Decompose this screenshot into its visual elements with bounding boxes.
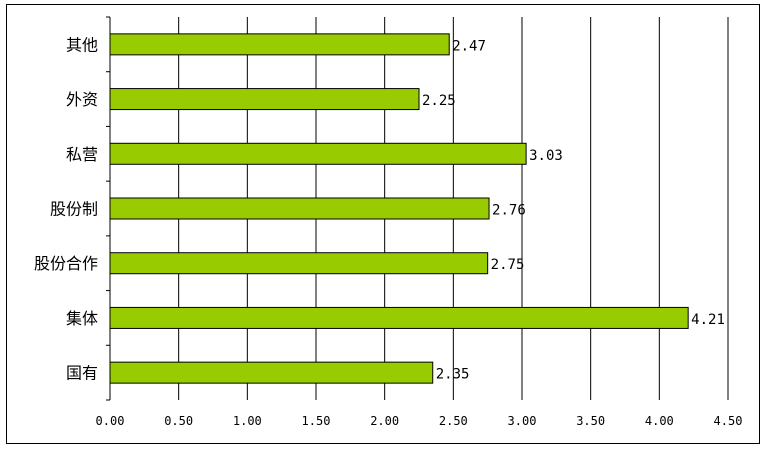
category-label-0: 其他 — [66, 35, 98, 54]
bar-3 — [109, 197, 490, 220]
data-label-4: 2.75 — [491, 257, 525, 273]
x-tick-label-4: 2.00 — [370, 414, 399, 428]
bar-1 — [109, 88, 420, 111]
bar-4 — [109, 252, 489, 275]
x-tick-label-2: 1.00 — [233, 414, 262, 428]
x-tick-label-0: 0.00 — [96, 414, 125, 428]
x-tick-label-3: 1.50 — [302, 414, 331, 428]
x-tick-label-5: 2.50 — [439, 414, 468, 428]
data-label-0: 2.47 — [452, 38, 486, 54]
category-label-5: 集体 — [66, 309, 98, 328]
data-label-5: 4.21 — [691, 312, 725, 328]
category-label-2: 私营 — [66, 145, 98, 164]
x-tick-label-8: 4.00 — [645, 414, 674, 428]
category-label-1: 外资 — [66, 90, 98, 109]
category-label-6: 国有 — [66, 364, 98, 383]
category-label-3: 股份制 — [50, 200, 98, 219]
x-tick-label-1: 0.50 — [164, 414, 193, 428]
data-label-2: 3.03 — [529, 148, 563, 164]
bar-5 — [109, 306, 689, 329]
bar-6 — [109, 361, 434, 384]
data-label-1: 2.25 — [422, 93, 456, 109]
data-label-3: 2.76 — [492, 203, 526, 219]
x-tick-label-6: 3.00 — [508, 414, 537, 428]
x-tick-label-9: 4.50 — [714, 414, 743, 428]
category-label-4: 股份合作 — [34, 254, 98, 273]
x-tick-label-7: 3.50 — [576, 414, 605, 428]
bar-0 — [109, 33, 450, 56]
data-label-6: 2.35 — [436, 367, 470, 383]
bar-2 — [109, 142, 527, 165]
